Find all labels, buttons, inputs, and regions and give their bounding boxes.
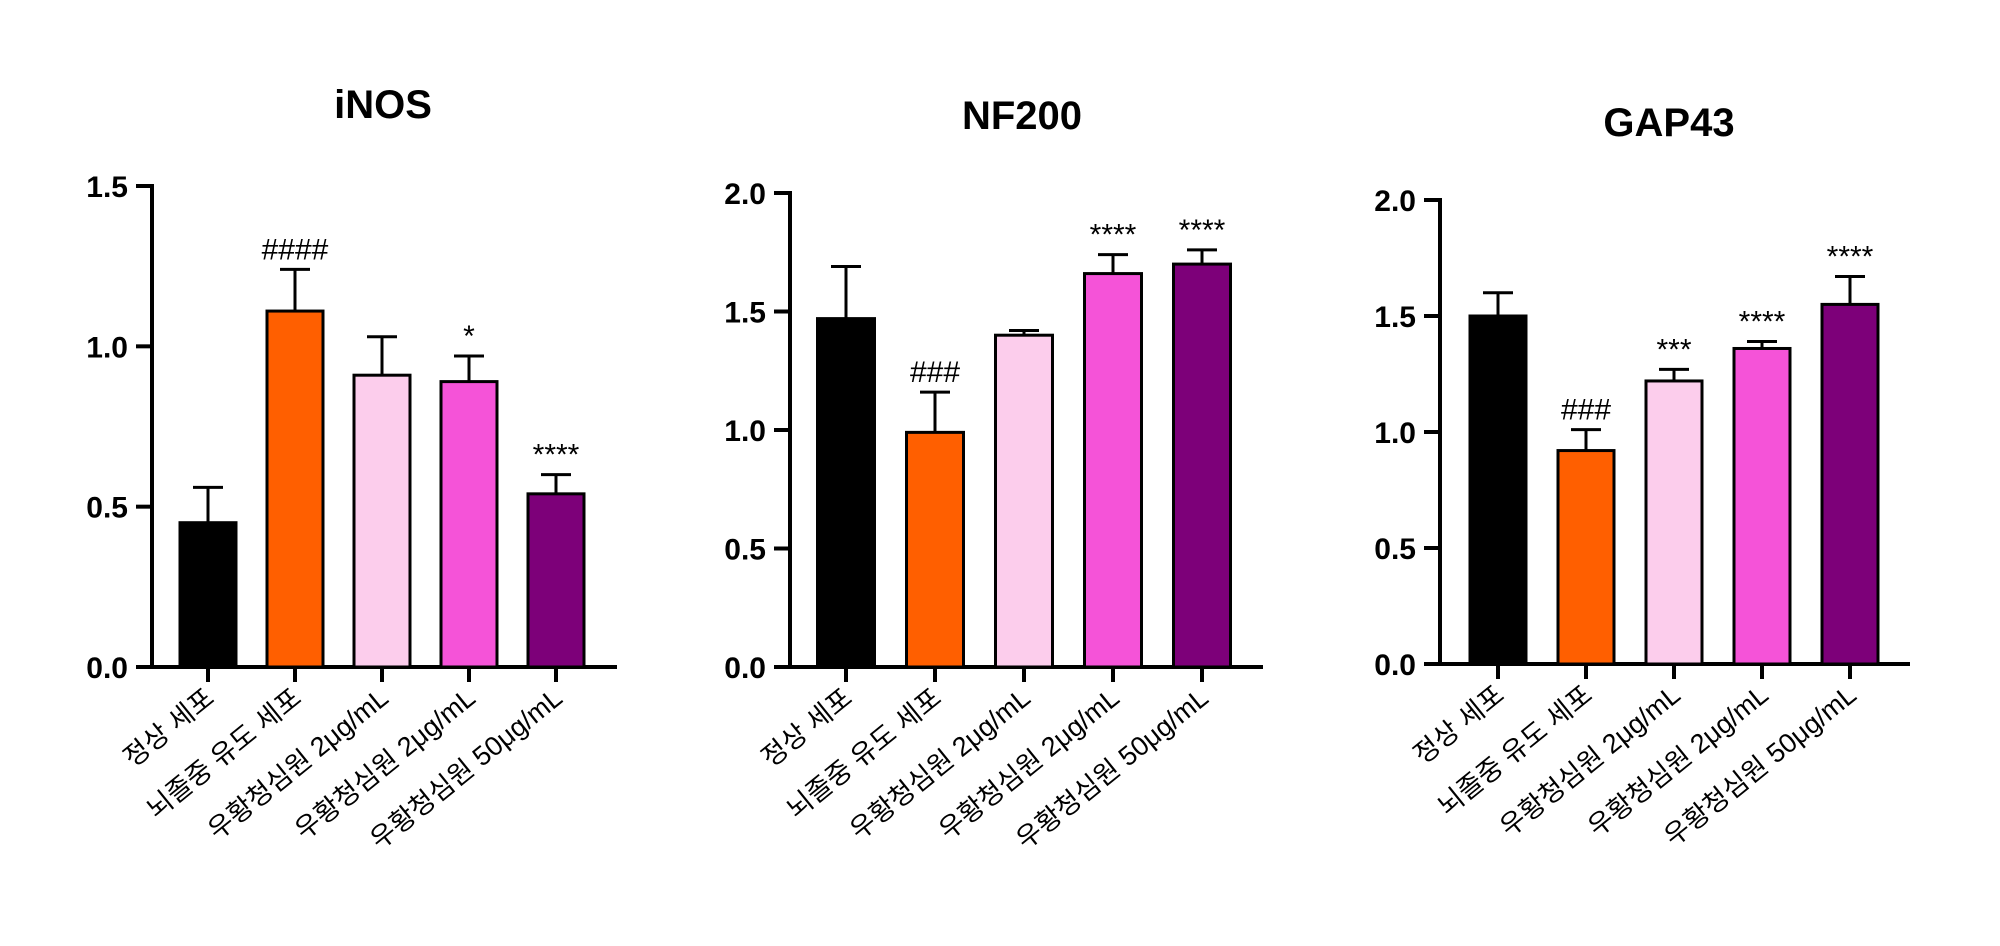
bar-0 [816,317,876,669]
y-tick-label: 2.0 [724,178,766,211]
y-tick-label: 0.0 [86,652,128,685]
y-tick-label: 0.0 [1374,649,1416,682]
bar-1 [265,309,325,669]
y-tick-label: 1.5 [86,171,128,204]
significance-label: * [463,320,475,353]
bar-2 [994,333,1054,669]
significance-label: **** [1179,214,1226,247]
bar-1 [1556,449,1616,666]
y-tick-label: 0.5 [724,534,766,567]
bar-3 [439,380,499,669]
category-label: 뇌졸중 유도 세포 [781,682,947,824]
chart-title: GAP43 [1603,101,1734,145]
significance-label: #### [262,233,329,266]
significance-label: ### [1561,394,1611,427]
significance-label: **** [1090,219,1137,252]
significance-label: **** [1739,306,1786,339]
category-label: 뇌졸중 유도 세포 [1432,679,1598,821]
y-tick-label: 1.5 [1374,301,1416,334]
significance-label: ### [910,356,960,389]
y-tick-label: 1.0 [1374,417,1416,450]
chart-title: NF200 [962,94,1082,138]
bar-2 [352,373,412,669]
significance-label: **** [1827,241,1874,274]
bar-1 [905,430,965,669]
significance-label: *** [1656,333,1691,366]
bar-4 [526,492,586,669]
y-tick-label: 0.0 [724,652,766,685]
y-tick-label: 1.0 [86,331,128,364]
bar-3 [1732,346,1792,666]
bar-2 [1644,379,1704,666]
bar-0 [178,521,238,669]
bar-4 [1172,262,1232,669]
y-tick-label: 1.0 [724,415,766,448]
y-tick-label: 2.0 [1374,185,1416,218]
bar-0 [1468,314,1528,666]
bar-3 [1083,272,1143,669]
y-tick-label: 1.5 [724,297,766,330]
bar-4 [1820,302,1880,666]
significance-label: **** [533,439,580,472]
chart-title: iNOS [334,83,432,127]
y-tick-label: 0.5 [86,492,128,525]
category-label: 뇌졸중 유도 세포 [141,682,307,824]
y-tick-label: 0.5 [1374,533,1416,566]
